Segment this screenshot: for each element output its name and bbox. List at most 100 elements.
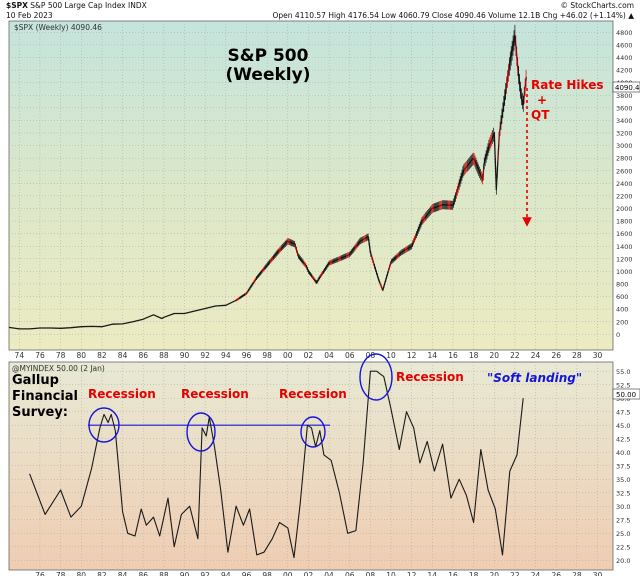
- gallup-x-axis: 76 78 80 82 84 86 88 90 92 94 96 98 00 02 04 06 08 10 12 14…: [35, 571, 602, 576]
- price-x-tick-label: 12: [407, 351, 417, 360]
- price-x-tick-label: 24: [531, 351, 541, 360]
- price-x-tick-label: 90: [180, 351, 190, 360]
- price-x-tick-label: 92: [200, 351, 210, 360]
- price-y-tick-label: 4600: [616, 42, 633, 50]
- gallup-y-tick-label: 32.5: [616, 489, 630, 497]
- price-title-line1: S&P 500: [228, 46, 309, 66]
- gallup-x-tick-label: 90: [180, 571, 190, 576]
- index-name: S&P 500 Large Cap Index: [30, 1, 126, 10]
- annotation-qt: QT: [531, 108, 550, 122]
- price-y-tick-label: 4800: [616, 29, 633, 37]
- price-legend: $SPX (Weekly) 4090.46: [14, 23, 102, 32]
- price-y-tick-label: 600: [616, 293, 628, 301]
- price-y-tick-label: 1600: [616, 230, 633, 238]
- gallup-y-tick-label: 42.5: [616, 435, 630, 443]
- price-y-tick-label: 1400: [616, 243, 633, 251]
- gallup-y-tick-label: 22.5: [616, 543, 630, 551]
- symbol: $SPX: [6, 1, 28, 10]
- price-x-tick-label: 80: [77, 351, 87, 360]
- price-y-axis: 0 200 400 600 800 1000 1200 1400 1600 1800 2000 220…: [616, 29, 633, 339]
- gallup-x-tick-label: 26: [551, 571, 561, 576]
- annotation-rate-hikes: Rate Hikes: [531, 78, 604, 92]
- price-x-tick-label: 74: [15, 351, 25, 360]
- gallup-survey-line: [29, 370, 524, 559]
- price-y-tick-label: 2400: [616, 180, 633, 188]
- gallup-y-tick-label: 30.0: [616, 503, 630, 511]
- gallup-y-tick-label: 47.5: [616, 408, 630, 416]
- ohlc-readout: Open 4110.57 High 4176.54 Low 4060.79 Cl…: [272, 11, 635, 20]
- gallup-last-value: 50.00: [616, 391, 636, 399]
- recession-label-1982: Recession: [88, 387, 156, 401]
- gallup-x-tick-label: 84: [118, 571, 128, 576]
- gallup-x-tick-label: 94: [221, 571, 231, 576]
- price-x-tick-label: 86: [138, 351, 148, 360]
- spx-candle-ticks: [235, 25, 527, 302]
- chart-date: 10 Feb 2023: [6, 11, 53, 20]
- price-x-gridlines: [19, 21, 598, 350]
- price-y-tick-label: 3000: [616, 142, 633, 150]
- gallup-x-tick-label: 10: [386, 571, 396, 576]
- price-y-tick-label: 0: [616, 331, 620, 339]
- recession-label-1992: Recession: [181, 387, 249, 401]
- price-x-tick-label: 02: [304, 351, 314, 360]
- price-x-tick-label: 88: [159, 351, 169, 360]
- price-y-tick-label: 4200: [616, 67, 633, 75]
- price-x-axis: 74 76 78 80 82 84 86 88 90 92 94 96 98 00 02 04 06 08 10 12…: [15, 351, 603, 360]
- gallup-x-tick-label: 98: [262, 571, 272, 576]
- gallup-x-tick-label: 88: [159, 571, 169, 576]
- price-y-tick-label: 1800: [616, 218, 633, 226]
- price-x-tick-label: 26: [551, 351, 561, 360]
- gallup-x-tick-label: 82: [97, 571, 107, 576]
- gallup-x-tick-label: 08: [366, 571, 376, 576]
- price-y-tick-label: 4400: [616, 54, 633, 62]
- gallup-x-tick-label: 00: [283, 571, 293, 576]
- recession-label-2009: Recession: [396, 370, 464, 384]
- soft-landing-label: "Soft landing": [487, 371, 582, 385]
- recession-circle-2002: [300, 416, 326, 448]
- price-x-tick-label: 30: [593, 351, 603, 360]
- price-y-tick-label: 3600: [616, 104, 633, 112]
- price-y-tick-label: 1200: [616, 255, 633, 263]
- price-last-value: 4090.46: [615, 84, 640, 92]
- gallup-x-tick-label: 78: [56, 571, 66, 576]
- price-y-tick-label: 3200: [616, 130, 633, 138]
- price-x-tick-label: 10: [386, 351, 396, 360]
- gallup-y-tick-label: 55.0: [616, 368, 630, 376]
- price-y-tick-label: 3400: [616, 117, 633, 125]
- price-y-tick-label: 1000: [616, 268, 633, 276]
- exchange: INDX: [128, 1, 147, 10]
- price-x-tick-label: 84: [118, 351, 128, 360]
- price-x-tick-label: 76: [35, 351, 45, 360]
- gallup-x-tick-label: 92: [200, 571, 210, 576]
- source-credit: © StockCharts.com: [560, 1, 634, 10]
- gallup-y-tick-label: 20.0: [616, 557, 630, 565]
- gallup-y-tick-label: 25.0: [616, 530, 630, 538]
- price-y-tick-label: 2600: [616, 167, 633, 175]
- gallup-title-line1: Gallup: [12, 373, 59, 388]
- price-x-tick-label: 06: [345, 351, 355, 360]
- price-x-tick-label: 00: [283, 351, 293, 360]
- price-x-tick-label: 82: [97, 351, 107, 360]
- price-x-tick-label: 20: [489, 351, 499, 360]
- gallup-legend: @MYINDEX 50.00 (2 Jan): [12, 364, 105, 373]
- gallup-x-tick-label: 16: [448, 571, 458, 576]
- price-y-tick-label: 2200: [616, 192, 633, 200]
- price-y-tick-label: 800: [616, 281, 628, 289]
- recession-circle-2009: [359, 353, 393, 401]
- price-x-tick-label: 16: [448, 351, 458, 360]
- gallup-x-tick-label: 02: [304, 571, 314, 576]
- price-panel-background: [8, 20, 614, 351]
- gallup-x-tick-label: 28: [572, 571, 582, 576]
- price-title: S&P 500 (Weekly): [226, 46, 311, 85]
- recession-circle-1992: [186, 412, 216, 452]
- price-x-tick-label: 22: [510, 351, 520, 360]
- gallup-x-tick-label: 96: [242, 571, 252, 576]
- price-x-tick-label: 18: [469, 351, 479, 360]
- gallup-y-tick-label: 40.0: [616, 449, 630, 457]
- gallup-x-tick-label: 14: [428, 571, 438, 576]
- price-y-tick-label: 2000: [616, 205, 633, 213]
- gallup-x-tick-label: 06: [345, 571, 355, 576]
- gallup-x-tick-label: 12: [407, 571, 417, 576]
- gallup-y-tick-label: 27.5: [616, 516, 630, 524]
- price-y-tick-label: 3800: [616, 92, 633, 100]
